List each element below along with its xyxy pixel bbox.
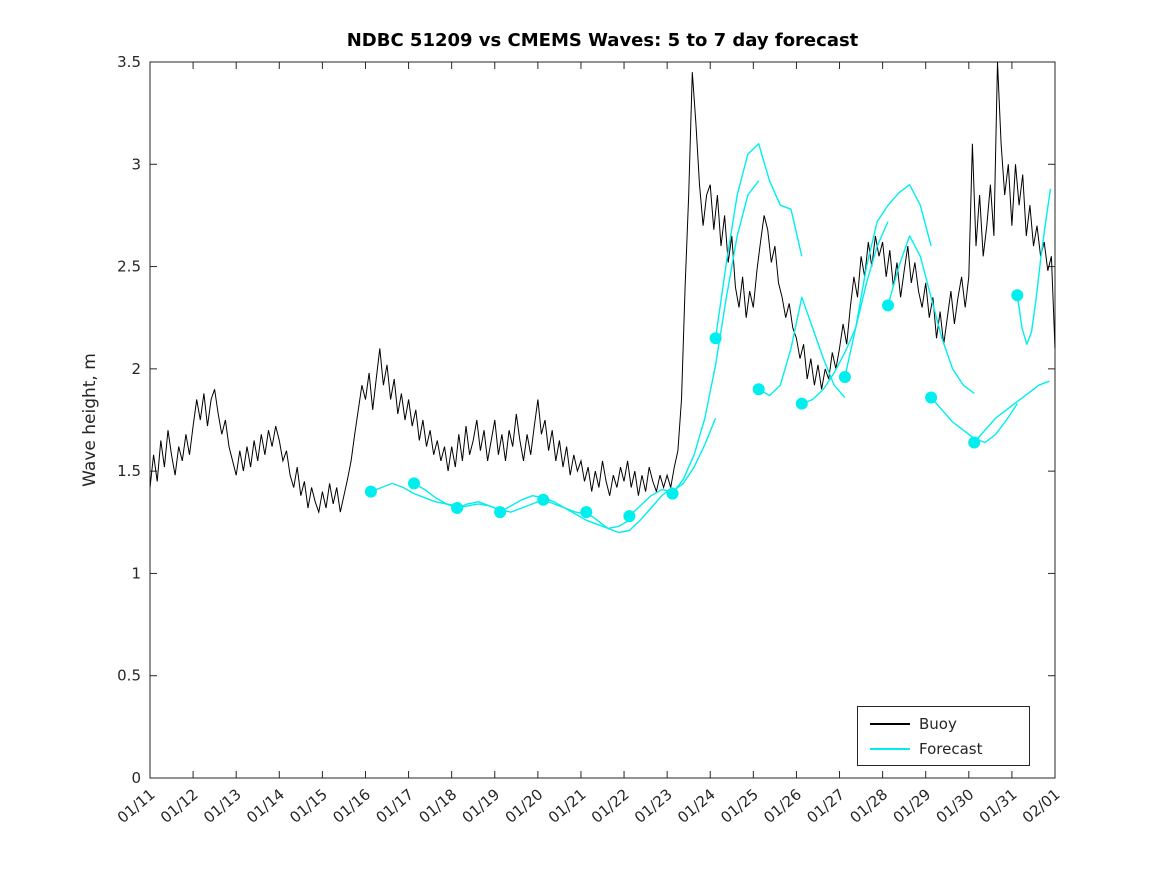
forecast-line <box>930 397 1018 444</box>
x-tick-label: 01/18 <box>416 785 461 827</box>
forecast-line <box>758 296 846 398</box>
x-tick-label: 01/26 <box>760 785 805 827</box>
forecast-marker <box>364 485 377 498</box>
y-tick-label: 0 <box>131 769 141 787</box>
buoy-line <box>149 61 1056 515</box>
y-tick-label: 1 <box>131 564 141 582</box>
legend-label-forecast: Forecast <box>919 739 983 758</box>
buoy-line-swatch <box>870 722 910 725</box>
x-tick-label: 01/20 <box>502 785 547 827</box>
x-tick-label: 01/31 <box>976 785 1021 827</box>
forecast-marker <box>795 397 808 410</box>
legend: Buoy Forecast <box>857 706 1030 766</box>
forecast-marker <box>838 371 851 383</box>
forecast-marker <box>537 493 550 506</box>
forecast-line <box>973 380 1050 443</box>
chart-title: NDBC 51209 vs CMEMS Waves: 5 to 7 day fo… <box>346 30 859 51</box>
x-tick-label: 01/12 <box>157 785 202 827</box>
forecast-line <box>887 235 975 394</box>
y-tick-label: 3.5 <box>117 53 141 71</box>
x-tick-label: 01/30 <box>933 785 978 827</box>
x-tick-label: 01/28 <box>847 785 892 827</box>
legend-label-buoy: Buoy <box>919 714 957 733</box>
forecast-line <box>628 417 717 517</box>
forecast-marker <box>752 383 765 396</box>
forecast-line <box>714 143 803 339</box>
x-tick-label: 01/24 <box>674 785 719 827</box>
x-tick-label: 01/23 <box>631 785 676 827</box>
forecast-marker <box>1011 289 1024 302</box>
y-tick-label: 2 <box>131 360 141 378</box>
forecast-line <box>542 499 630 530</box>
x-tick-label: 01/21 <box>545 785 590 827</box>
y-tick-label: 0.5 <box>117 667 141 685</box>
forecast-marker <box>623 510 636 523</box>
x-tick-label: 01/17 <box>372 785 417 827</box>
x-tick-label: 01/14 <box>243 785 288 827</box>
x-tick-label: 01/25 <box>717 785 762 827</box>
forecast-line <box>671 180 760 495</box>
x-tick-label: 01/15 <box>286 785 331 827</box>
x-tick-label: 01/29 <box>890 785 935 827</box>
y-axis-label: Wave height, m <box>80 353 100 487</box>
forecast-marker <box>709 332 722 345</box>
forecast-line <box>844 183 932 378</box>
forecast-marker <box>451 502 464 514</box>
x-tick-label: 01/13 <box>200 785 245 827</box>
x-tick-label: 01/27 <box>803 785 848 827</box>
forecast-marker <box>494 506 507 519</box>
axes-box <box>149 61 1056 779</box>
forecast-line <box>370 482 458 507</box>
legend-item-buoy: Buoy <box>858 715 1029 733</box>
x-tick-label: 01/19 <box>459 785 504 827</box>
x-tick-label: 01/11 <box>114 785 159 827</box>
x-tick-label: 02/01 <box>1019 785 1064 827</box>
x-tick-label: 01/16 <box>329 785 374 827</box>
forecast-marker <box>666 487 679 500</box>
forecast-line <box>1016 188 1052 345</box>
forecast-line <box>585 486 673 534</box>
forecast-marker <box>968 436 981 449</box>
forecast-marker <box>408 477 420 490</box>
y-tick-label: 2.5 <box>117 258 141 276</box>
forecast-marker <box>925 391 938 404</box>
forecast-marker <box>580 506 593 519</box>
y-tick-label: 1.5 <box>117 462 141 480</box>
forecast-line <box>801 221 889 405</box>
forecast-line-swatch <box>870 747 910 750</box>
x-tick-label: 01/22 <box>588 785 633 827</box>
y-tick-label: 3 <box>131 155 141 173</box>
legend-item-forecast: Forecast <box>858 740 1029 758</box>
forecast-marker <box>882 299 894 312</box>
